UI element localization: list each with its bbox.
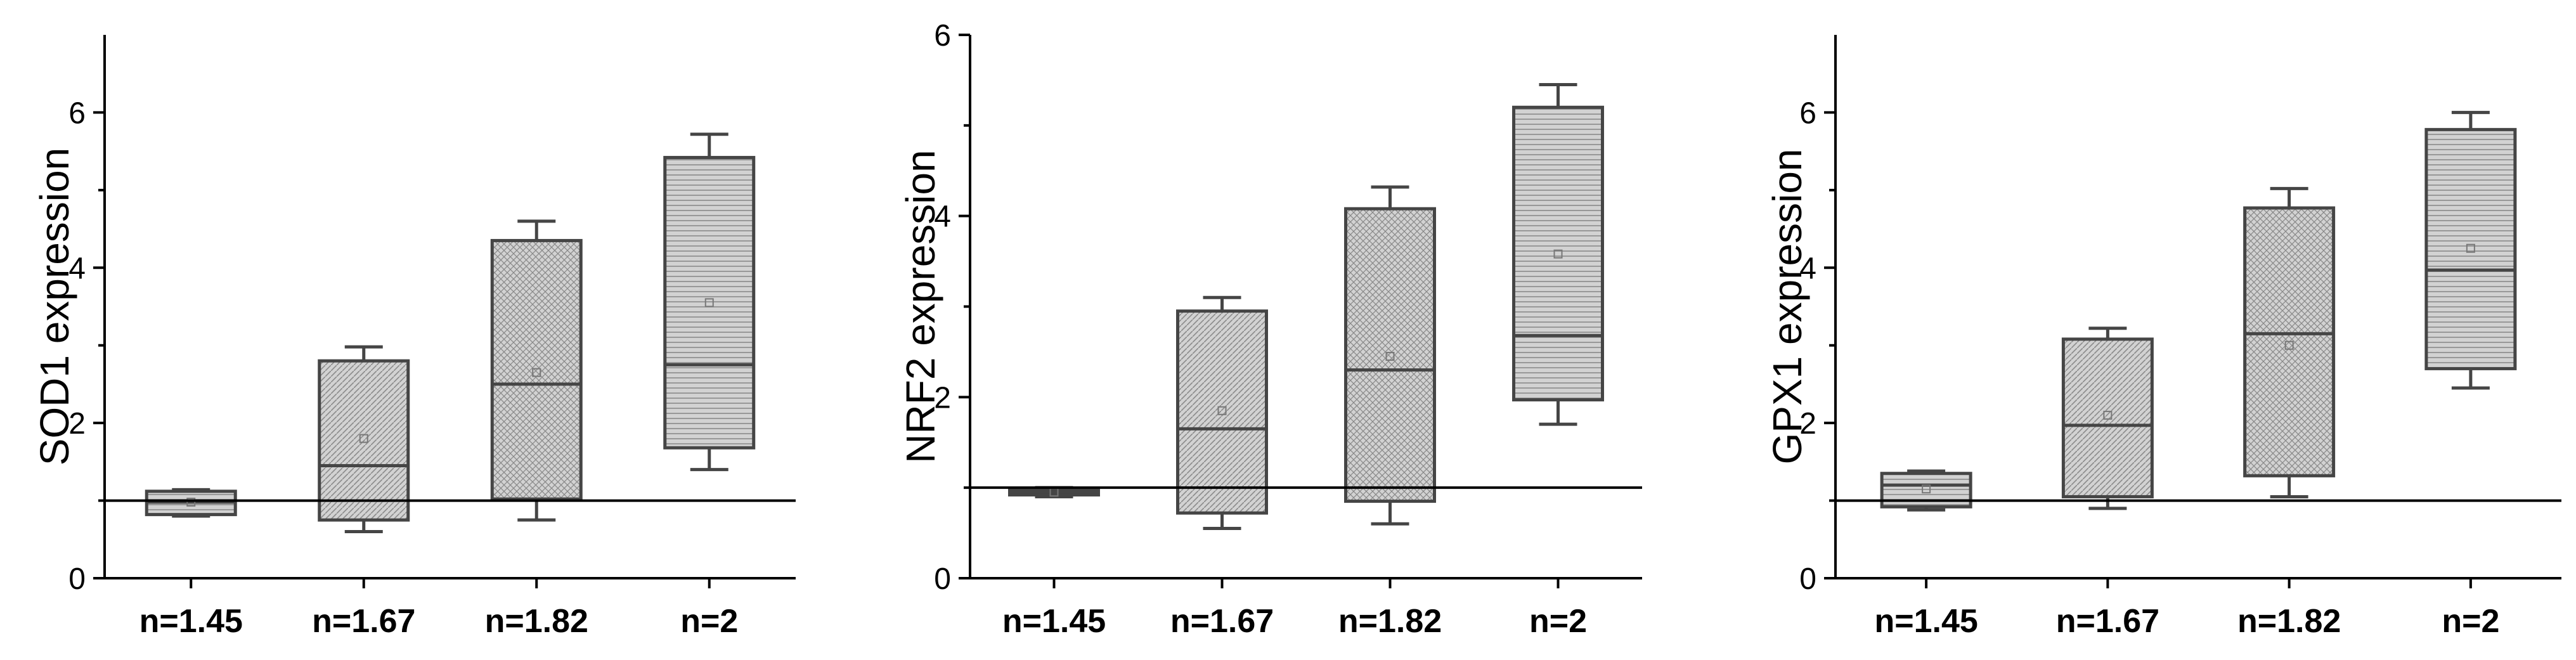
y-tick-label: 6 <box>1799 96 1816 130</box>
y-tick-label: 6 <box>68 96 86 130</box>
box-n=1.67: n=1.67 <box>1170 295 1274 640</box>
y-tick-label: 0 <box>68 562 86 596</box>
mean-marker <box>2466 243 2475 253</box>
mean-marker <box>2103 410 2113 420</box>
iqr-box <box>1176 309 1268 515</box>
x-tick-label: n=1.67 <box>312 603 415 640</box>
x-tick-label: n=2 <box>1529 603 1587 640</box>
box-n=1.82: n=1.82 <box>485 219 588 640</box>
box-n=1.82: n=1.82 <box>2237 186 2341 640</box>
box-n=1.45: n=1.45 <box>139 488 243 640</box>
y-tick-label: 0 <box>1799 562 1816 596</box>
y-tick-label: 0 <box>934 562 951 596</box>
iqr-box <box>490 238 583 501</box>
x-tick-label: n=1.67 <box>1170 603 1274 640</box>
box-n=1.67: n=1.67 <box>312 345 415 640</box>
iqr-box <box>2424 127 2517 370</box>
y-axis-title: SOD1 expression <box>32 148 77 466</box>
mean-marker <box>1217 406 1227 415</box>
box-n=1.67: n=1.67 <box>2056 327 2159 640</box>
chart-panel-3: 0 2 4 6 GPX1 expression n=1.45 n=1.67 n=1.82 n=2 <box>1764 35 2561 640</box>
box-n=1.82: n=1.82 <box>1338 185 1442 640</box>
y-axis-title: GPX1 expression <box>1764 148 1810 464</box>
chart-panel-1: 0 2 4 6 SOD1 expression n=1.45 n=1.67 n=1.82 n=2 <box>32 35 796 640</box>
iqr-box <box>318 359 410 522</box>
iqr-box <box>1344 207 1436 503</box>
mean-marker <box>1385 352 1395 361</box>
x-tick-label: n=1.82 <box>2237 603 2341 640</box>
box-n=2: n=2 <box>663 133 756 640</box>
mean-marker <box>1922 484 1931 494</box>
y-tick-label: 6 <box>934 19 951 53</box>
mean-marker <box>2284 340 2294 350</box>
mean-marker <box>532 368 541 377</box>
y-tick-label: 4 <box>1799 252 1816 285</box>
iqr-box <box>2061 337 2154 498</box>
mean-marker <box>704 298 714 307</box>
x-tick-label: n=1.82 <box>485 603 588 640</box>
mean-marker <box>1553 249 1563 259</box>
x-tick-label: n=1.45 <box>1002 603 1106 640</box>
y-tick-label: 2 <box>934 381 951 415</box>
box-n=1.45: n=1.45 <box>1874 469 1978 640</box>
box-n=2: n=2 <box>1512 83 1604 640</box>
y-tick-label: 2 <box>1799 407 1816 441</box>
x-tick-label: n=2 <box>2442 603 2499 640</box>
y-tick-label: 4 <box>68 252 86 285</box>
x-tick-label: n=2 <box>680 603 738 640</box>
y-tick-label: 4 <box>934 200 951 234</box>
y-axis-title: NRF2 expression <box>898 150 943 463</box>
x-tick-label: n=1.67 <box>2056 603 2159 640</box>
x-tick-label: n=1.45 <box>139 603 243 640</box>
mean-marker <box>359 434 368 443</box>
box-n=1.45: n=1.45 <box>1002 486 1106 640</box>
x-tick-label: n=1.82 <box>1338 603 1442 640</box>
box-n=2: n=2 <box>2424 110 2517 640</box>
chart-panel-2: 0 2 4 6 NRF2 expression n=1.45 n=1.67 n=1.82 n=2 <box>898 19 1642 640</box>
mean-marker <box>186 498 196 507</box>
iqr-box <box>1512 105 1604 402</box>
y-tick-label: 2 <box>68 407 86 441</box>
iqr-box <box>663 155 756 450</box>
x-tick-label: n=1.45 <box>1874 603 1977 640</box>
